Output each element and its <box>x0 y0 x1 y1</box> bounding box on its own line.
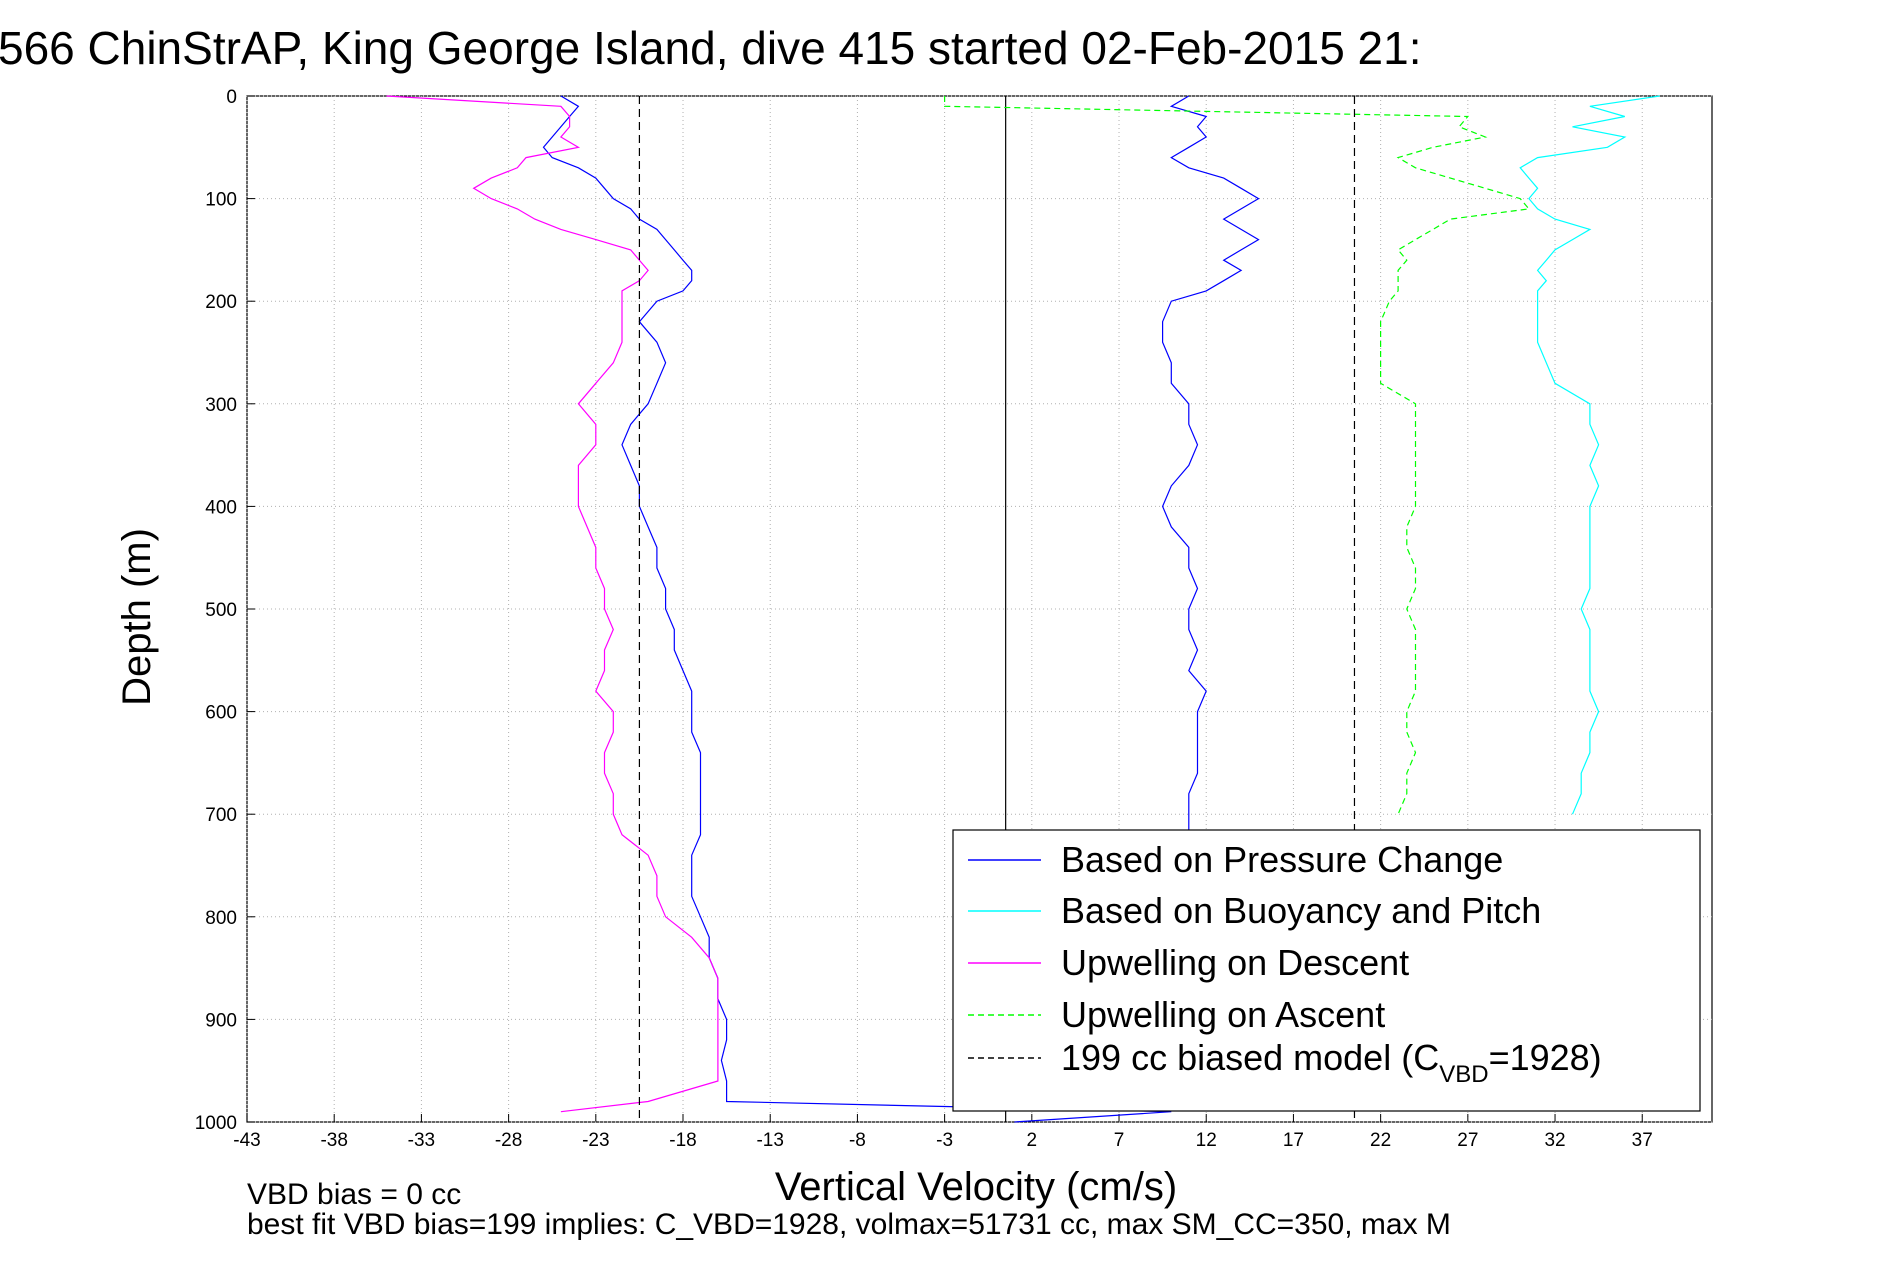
x-tick-label: -8 <box>849 1130 866 1151</box>
legend-label-2: Based on Buoyancy and Pitch <box>1061 890 1541 931</box>
y-tick-label: 600 <box>205 703 237 724</box>
y-tick-label: 900 <box>205 1010 237 1031</box>
y-tick-label: 300 <box>205 395 237 416</box>
y-tick-label: 700 <box>205 805 237 826</box>
x-tick-label: -18 <box>669 1130 696 1151</box>
y-tick-label: 1000 <box>195 1113 237 1134</box>
y-tick-label: 100 <box>205 190 237 211</box>
x-tick-label: 12 <box>1196 1130 1217 1151</box>
x-axis-label: Vertical Velocity (cm/s) <box>775 1165 1177 1209</box>
legend-label-3: Upwelling on Descent <box>1061 942 1409 983</box>
x-tick-label: 27 <box>1457 1130 1478 1151</box>
x-tick-label: -43 <box>233 1130 260 1151</box>
legend-box <box>952 829 1701 1112</box>
x-tick-label: -28 <box>495 1130 522 1151</box>
vbd-bias-note: VBD bias = 0 cc <box>247 1178 461 1211</box>
x-tick-label: -3 <box>936 1130 953 1151</box>
series-line-2 <box>1519 95 1660 815</box>
series-line-4 <box>943 96 1531 815</box>
chart-title: 566 ChinStrAP, King George Island, dive … <box>0 22 1422 74</box>
legend-label-5: 199 cc biased model (CVBD=1928) <box>1061 1037 1602 1088</box>
series-line-3 <box>386 95 719 1113</box>
x-tick-label: -38 <box>320 1130 347 1151</box>
series-line-1-right <box>1161 95 1260 835</box>
x-tick-label: 22 <box>1370 1130 1391 1151</box>
best-fit-note: best fit VBD bias=199 implies: C_VBD=192… <box>247 1208 1451 1241</box>
y-tick-label: 400 <box>205 497 237 518</box>
x-tick-label: -13 <box>756 1130 783 1151</box>
y-tick-label: 200 <box>205 292 237 313</box>
x-tick-label: -23 <box>582 1130 609 1151</box>
x-tick-label: 37 <box>1632 1130 1653 1151</box>
y-tick-label: 500 <box>205 600 237 621</box>
legend: Based on Pressure Change Based on Buoyanc… <box>952 829 1701 1112</box>
y-tick-label: 0 <box>226 87 237 108</box>
x-tick-label: -33 <box>408 1130 435 1151</box>
x-tick-label: 17 <box>1283 1130 1304 1151</box>
y-tick-label: 800 <box>205 908 237 929</box>
series-line-1 <box>542 95 1172 1123</box>
x-tick-label: 32 <box>1544 1130 1565 1151</box>
x-tick-label: 2 <box>1027 1130 1038 1151</box>
legend-label-1: Based on Pressure Change <box>1061 839 1503 880</box>
legend-label-4: Upwelling on Ascent <box>1061 994 1385 1035</box>
x-tick-label: 7 <box>1114 1130 1125 1151</box>
y-axis-label: Depth (m) <box>115 528 159 706</box>
